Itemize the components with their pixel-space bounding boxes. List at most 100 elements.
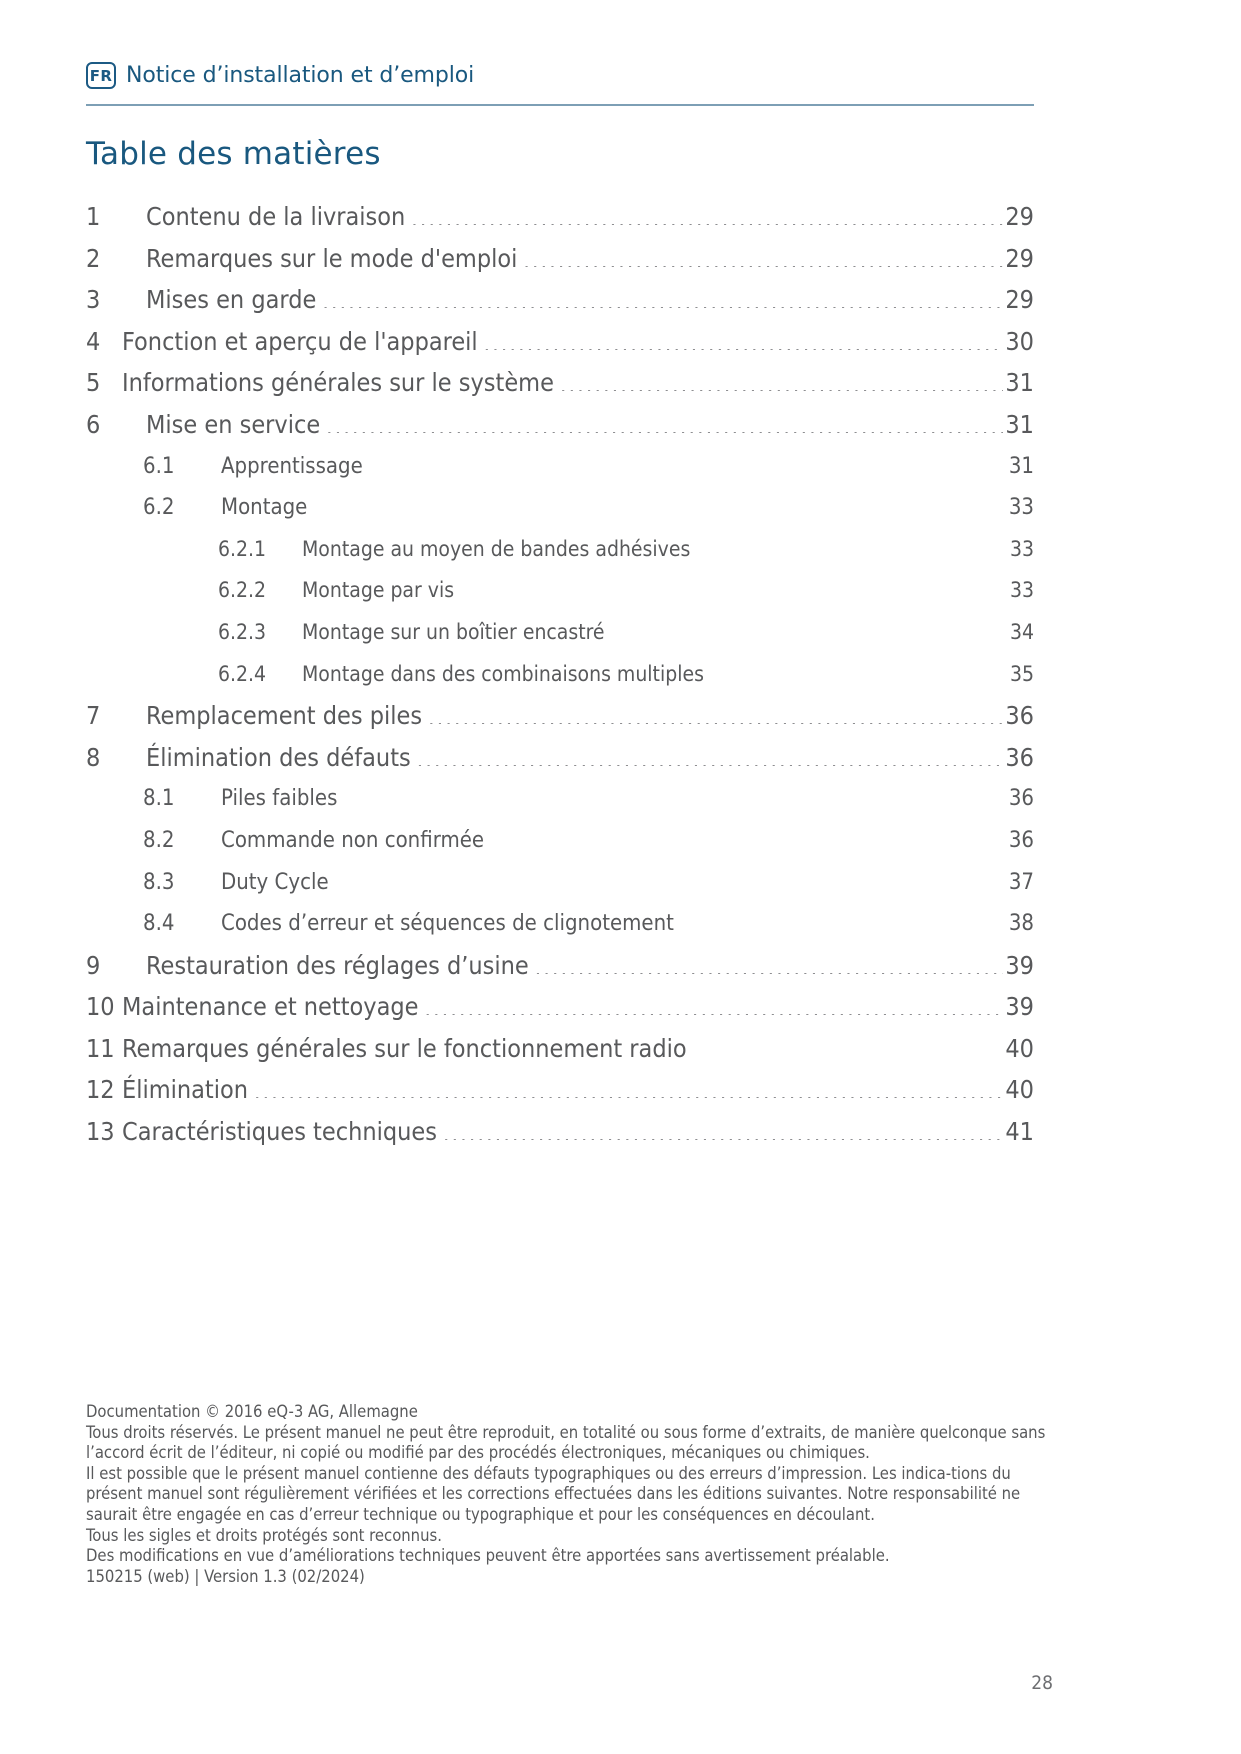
language-badge: FR: [86, 62, 116, 89]
toc-entry-page: 33: [1009, 536, 1034, 561]
toc-entry-page: 38: [1008, 911, 1034, 937]
header-title: Notice d’installation et d’emploi: [126, 63, 475, 88]
toc-entry-number: 12: [86, 1075, 115, 1105]
toc-entry[interactable]: 8.4 Codes d’erreur et séquences de cligno…: [86, 903, 1034, 945]
toc-dot-leader: [313, 492, 1006, 514]
toc-entry[interactable]: 6.2.4 Montage dans des combinaisons multi…: [86, 654, 1034, 696]
toc-entry-label: Apprentissage: [221, 453, 363, 479]
toc-dot-leader: [460, 576, 1008, 597]
toc-dot-leader: [326, 408, 1003, 433]
toc-entry[interactable]: 4 Fonction et aperçu de l'appareil 30: [86, 321, 1034, 363]
toc-entry[interactable]: 8.2 Commande non confirmée 36: [86, 820, 1034, 862]
toc-dot-leader: [523, 242, 1003, 267]
toc-entry-page: 29: [1005, 243, 1034, 273]
toc-entry-label: Fonction et aperçu de l'appareil: [122, 326, 478, 356]
toc-entry-page: 39: [1005, 992, 1034, 1022]
toc-entry-label: Élimination des défauts: [146, 742, 411, 772]
toc-entry-label: Duty Cycle: [221, 869, 329, 895]
toc-entry-number: 13: [86, 1117, 115, 1147]
toc-entry[interactable]: 6.2.1 Montage au moyen de bandes adhésive…: [86, 529, 1034, 571]
toc-entry-label: Montage dans des combinaisons multiples: [302, 661, 704, 686]
toc-entry[interactable]: 1 Contenu de la livraison 29: [86, 196, 1034, 238]
toc-entry[interactable]: 6.2.3 Montage sur un boîtier encastré 34: [86, 612, 1034, 654]
toc-dot-leader: [490, 825, 1007, 847]
toc-entry[interactable]: 6.1 Apprentissage 31: [86, 446, 1034, 488]
toc-entry[interactable]: 11 Remarques générales sur le fonctionnem…: [86, 1028, 1034, 1070]
toc-dot-leader: [428, 699, 1003, 724]
toc-entry-page: 40: [1005, 1075, 1034, 1105]
toc-entry-label: Montage: [221, 495, 308, 521]
toc-entry-page: 39: [1005, 950, 1034, 980]
toc-entry[interactable]: 6.2 Montage 33: [86, 487, 1034, 529]
toc-dot-leader: [254, 1073, 1003, 1098]
toc-entry-page: 31: [1008, 453, 1034, 479]
toc-entry-page: 34: [1009, 619, 1034, 644]
header-divider: [86, 104, 1034, 106]
toc-dot-leader: [417, 741, 1004, 766]
toc-entry-page: 36: [1005, 701, 1034, 731]
toc-entry-page: 30: [1005, 326, 1034, 356]
toc-entry-page: 36: [1008, 827, 1034, 853]
toc-entry[interactable]: 9 Restauration des réglages d’usine 39: [86, 945, 1034, 987]
page-number: 28: [1031, 1672, 1053, 1694]
toc-entry-number: 8.3: [143, 869, 175, 895]
toc-dot-leader: [425, 990, 1004, 1015]
toc-entry[interactable]: 8 Élimination des défauts 36: [86, 737, 1034, 779]
toc-dot-leader: [411, 200, 1003, 225]
toc-entry-page: 37: [1008, 869, 1034, 895]
toc-entry-number: 11: [86, 1033, 115, 1063]
toc-entry[interactable]: 2 Remarques sur le mode d'emploi 29: [86, 238, 1034, 280]
toc-entry-number: 3: [86, 285, 101, 315]
toc-dot-leader: [443, 1115, 1003, 1140]
toc-entry[interactable]: 6 Mise en service 31: [86, 404, 1034, 446]
toc-dot-leader: [343, 783, 1006, 805]
toc-entry-label: Maintenance et nettoyage: [122, 992, 419, 1022]
toc-entry-page: 29: [1005, 285, 1034, 315]
legal-modifications: Des modifications en vue d’améliorations…: [86, 1546, 890, 1566]
toc-entry-label: Remarques générales sur le fonctionnemen…: [122, 1033, 687, 1063]
toc-entry[interactable]: 8.3 Duty Cycle 37: [86, 862, 1034, 904]
toc-entry-number: 6: [86, 409, 101, 439]
toc-entry[interactable]: 3 Mises en garde 29: [86, 279, 1034, 321]
toc-entry-number: 2: [86, 243, 101, 273]
toc-dot-leader: [710, 660, 1008, 681]
toc-entry-page: 35: [1009, 661, 1034, 686]
toc-entry-label: Montage sur un boîtier encastré: [302, 619, 605, 644]
toc-entry-label: Informations générales sur le système: [122, 368, 554, 398]
toc-dot-leader: [680, 908, 1007, 930]
toc-entry-number: 8.1: [143, 786, 175, 812]
toc-entry-number: 8: [86, 742, 101, 772]
toc-entry[interactable]: 6.2.2 Montage par vis 33: [86, 570, 1034, 612]
toc-entry-number: 8.4: [143, 911, 175, 937]
toc-entry[interactable]: 8.1 Piles faibles 36: [86, 778, 1034, 820]
toc-entry-number: 6.2.2: [218, 578, 267, 603]
legal-rights-paragraph: Tous droits réservés. Le présent manuel …: [86, 1422, 1046, 1463]
toc-entry-label: Mise en service: [146, 409, 321, 439]
toc-entry-number: 8.2: [143, 827, 175, 853]
toc-entry-label: Montage au moyen de bandes adhésives: [302, 536, 691, 561]
toc-entry-label: Remplacement des piles: [146, 701, 423, 731]
toc-entry-number: 7: [86, 701, 101, 731]
toc-dot-leader: [535, 949, 1004, 974]
toc-entry-label: Caractéristiques techniques: [122, 1117, 437, 1147]
toc-entry[interactable]: 5 Informations générales sur le système 31: [86, 362, 1034, 404]
toc-entry-number: 1: [86, 202, 101, 231]
toc-entry-label: Commande non confirmée: [221, 827, 485, 853]
toc-dot-leader: [611, 618, 1008, 639]
toc-entry-label: Mises en garde: [146, 285, 317, 315]
toc-entry-label: Piles faibles: [221, 786, 338, 812]
toc-dot-leader: [484, 325, 1004, 350]
toc-entry[interactable]: 7 Remplacement des piles 36: [86, 695, 1034, 737]
toc-dot-leader: [693, 1032, 1004, 1057]
toc-entry-page: 31: [1005, 368, 1034, 398]
toc-entry-number: 4: [86, 326, 101, 356]
page-title: Table des matières: [86, 136, 381, 172]
toc-entry-number: 6.2.1: [218, 536, 267, 561]
toc-entry-label: Restauration des réglages d’usine: [146, 950, 529, 980]
toc-entry-page: 31: [1005, 409, 1034, 439]
toc-entry-number: 9: [86, 950, 101, 980]
toc-entry-label: Contenu de la livraison: [146, 202, 406, 231]
